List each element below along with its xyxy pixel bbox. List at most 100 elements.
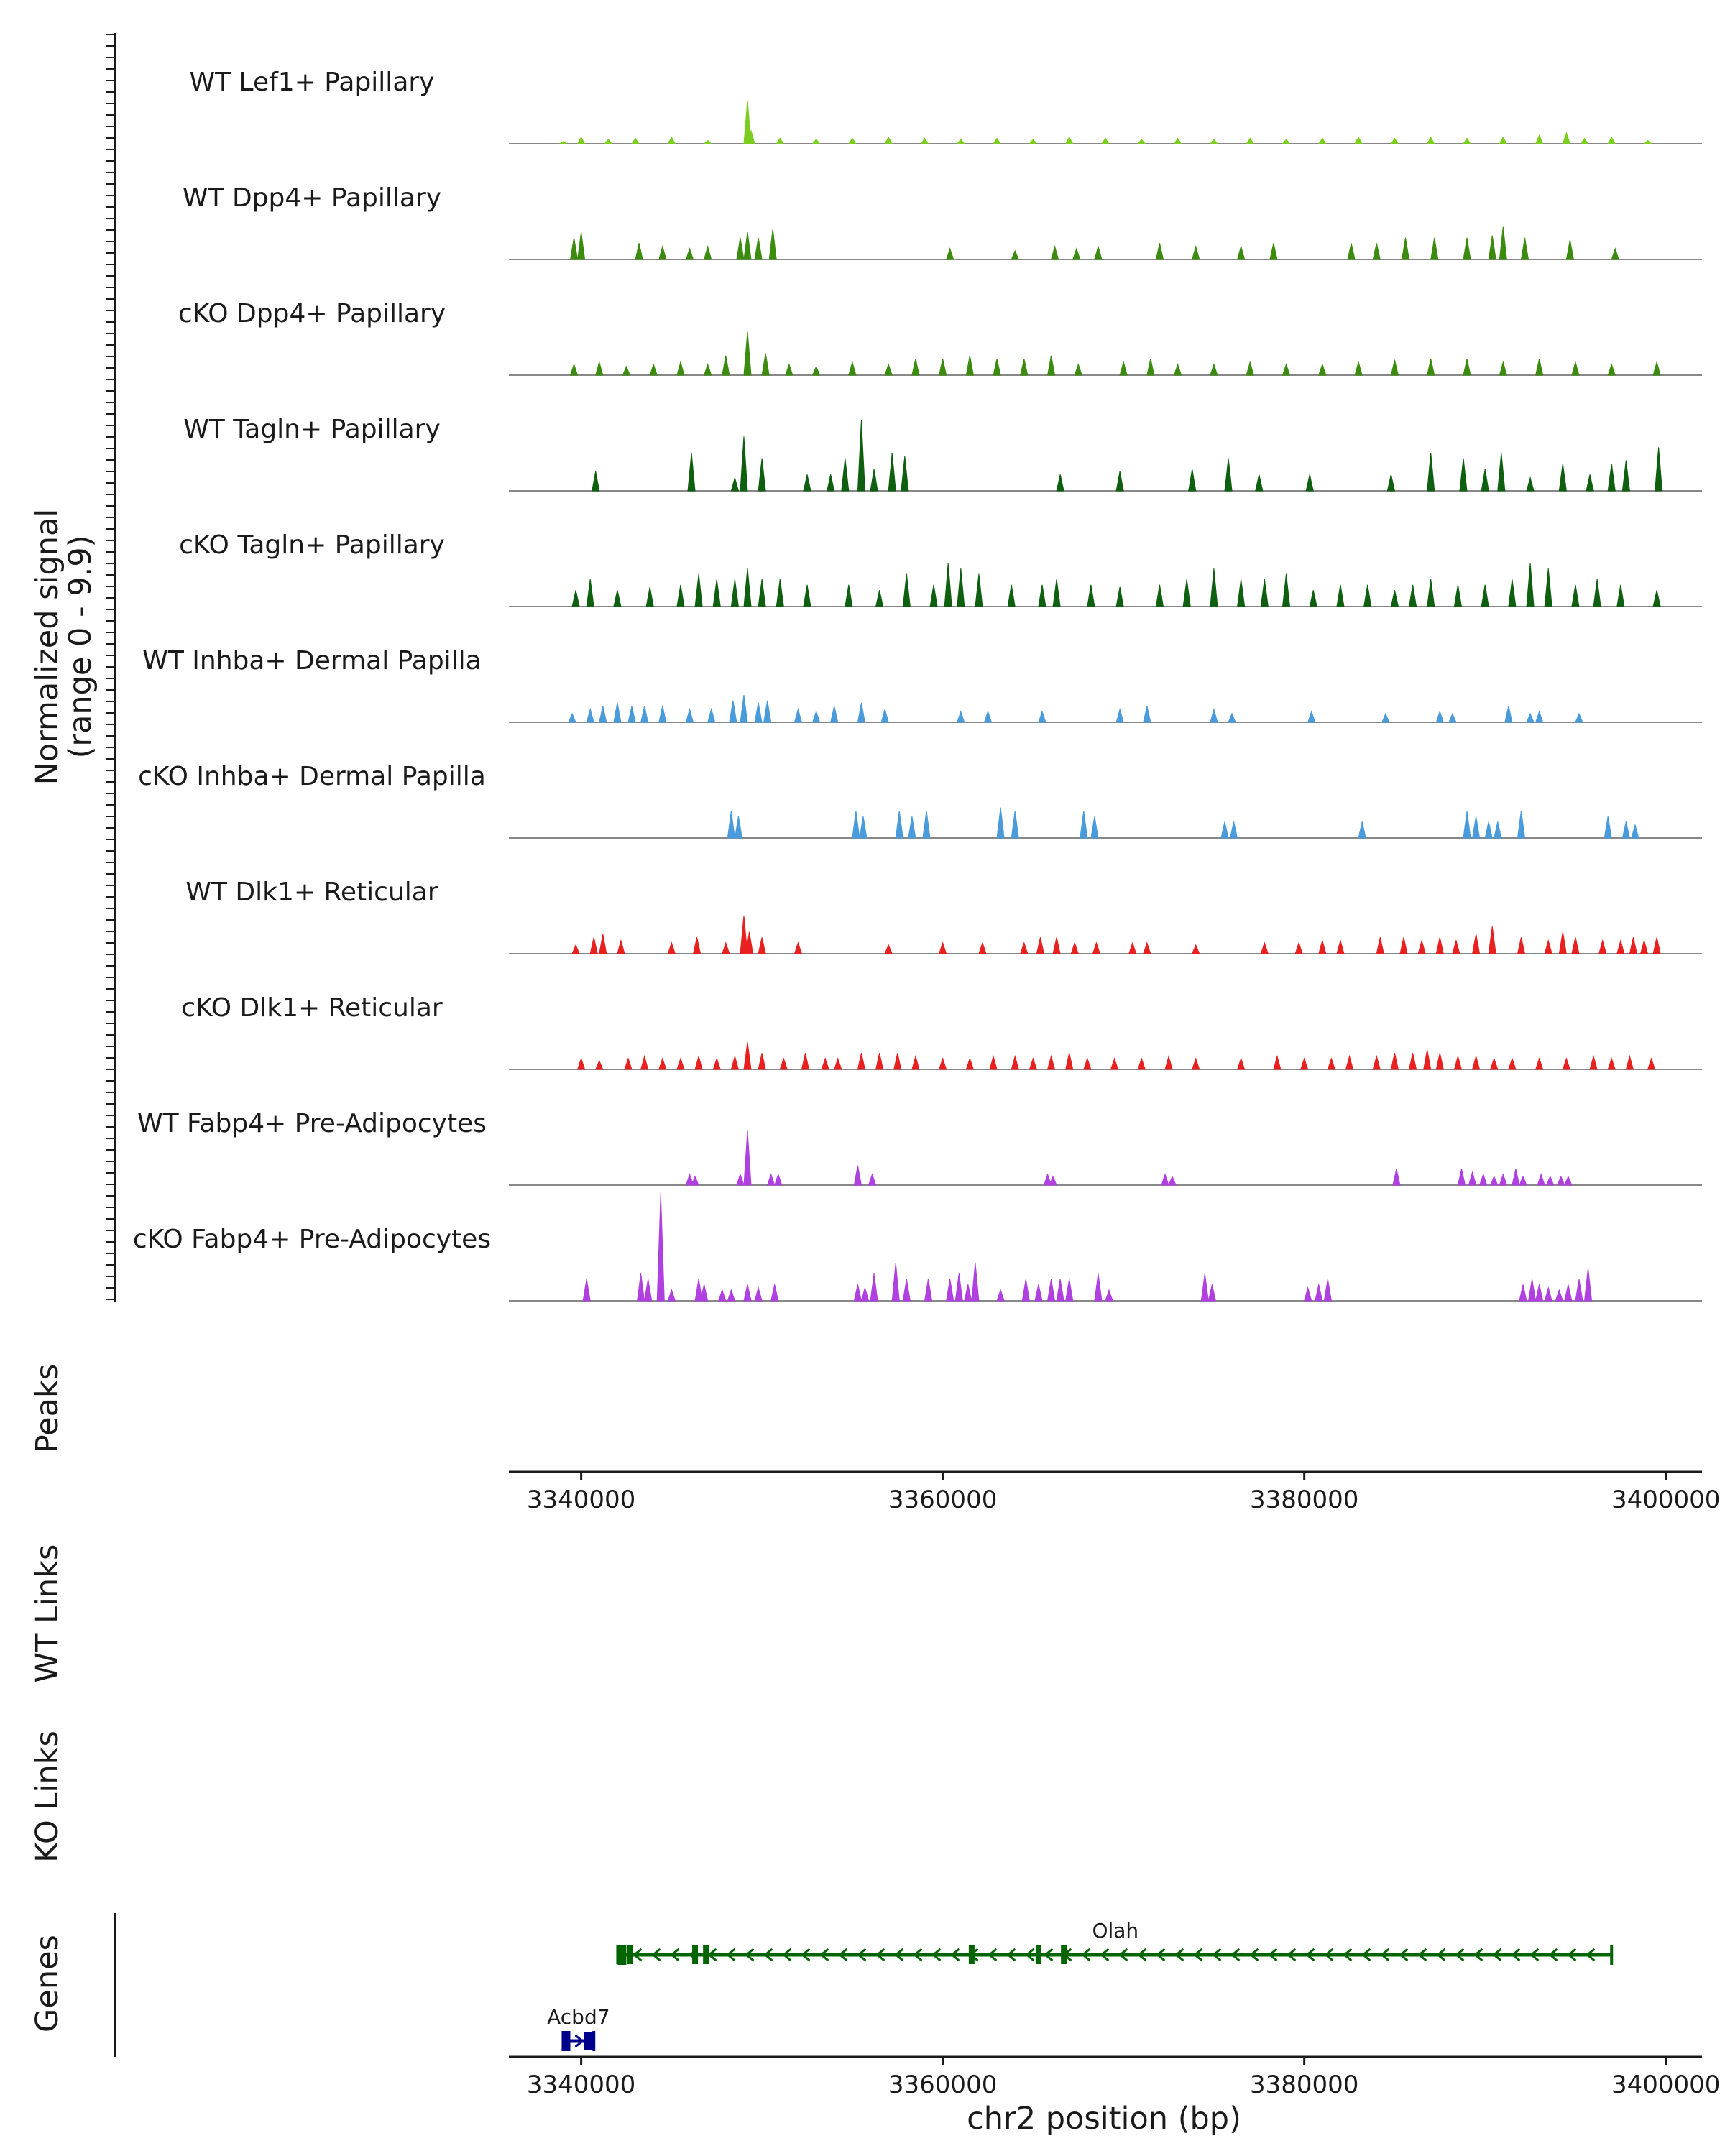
signal-peak [1105, 1289, 1113, 1302]
signal-peak [754, 237, 763, 260]
signal-peak [924, 1279, 933, 1302]
signal-peak [853, 1165, 862, 1186]
signal-peak [589, 937, 598, 954]
signal-peak [730, 476, 740, 492]
signal-peak [747, 129, 755, 144]
signal-peak [1571, 937, 1580, 954]
signal-peak [803, 474, 811, 492]
signal-peak [627, 706, 636, 723]
coverage-track: cKO Dlk1+ Reticular [181, 993, 1702, 1070]
signal-peak [1228, 712, 1236, 723]
signal-peak [1376, 937, 1384, 954]
signal-peak [754, 702, 763, 723]
signal-peak [1282, 363, 1291, 376]
signal-peak [1527, 1279, 1537, 1302]
gene-exon [1061, 1945, 1067, 1964]
signal-peak [676, 360, 685, 376]
signal-peak [707, 707, 716, 723]
signal-peak [1072, 247, 1081, 260]
signal-peak [821, 1057, 829, 1070]
signal-peak [1655, 447, 1663, 492]
wt-links-panel-label: WT Links [29, 1544, 65, 1683]
signal-peak [848, 360, 857, 376]
signal-peak [1468, 1170, 1477, 1186]
strand-arrow [988, 1948, 998, 1962]
signal-peak [1128, 941, 1137, 954]
strand-arrow [1156, 1948, 1166, 1962]
x-tick-label: 3400000 [1611, 2070, 1720, 2099]
signal-peak [1535, 359, 1544, 376]
signal-peak [911, 1054, 920, 1070]
signal-peak [908, 816, 916, 839]
signal-peak [971, 1262, 980, 1302]
signal-peak [1011, 249, 1019, 260]
signal-peak [658, 706, 667, 723]
signal-peak [1101, 137, 1110, 144]
signal-peak [758, 579, 766, 607]
signal-peak [586, 579, 594, 607]
signal-peak [1327, 1057, 1336, 1070]
signal-peak [667, 1289, 676, 1302]
signal-peak [1116, 586, 1124, 607]
strand-arrow [1025, 1948, 1035, 1962]
signal-peak [582, 1279, 591, 1302]
signal-peak [1036, 937, 1045, 954]
signal-peak [811, 710, 821, 723]
gene-exon [627, 1945, 633, 1964]
signal-peak [736, 237, 745, 260]
signal-peak [1544, 1286, 1552, 1302]
signal-peak [845, 584, 853, 607]
signal-peak [1481, 469, 1489, 492]
signal-peak [1586, 474, 1594, 492]
signal-peak [1457, 1169, 1466, 1186]
signal-peak [743, 232, 752, 260]
signal-peak [687, 452, 696, 492]
signal-peak [1345, 1054, 1354, 1070]
x-tick-label: 3380000 [1250, 1485, 1358, 1514]
signal-peak [1616, 939, 1625, 954]
signal-peak [859, 816, 868, 839]
signal-peak [1652, 937, 1661, 954]
signal-peak [893, 1053, 902, 1070]
signal-peak [1520, 237, 1530, 260]
signal-peak [847, 137, 857, 144]
signal-peak [1255, 474, 1264, 492]
signal-peak [1381, 712, 1390, 723]
coverage-track: cKO Dpp4+ Papillary [178, 299, 1702, 376]
signal-peak [1304, 1286, 1312, 1302]
signal-peak [1173, 363, 1182, 376]
signal-peak [767, 1173, 776, 1186]
signal-peak [1537, 1173, 1545, 1186]
signal-peak [1087, 584, 1095, 607]
gene-exon [617, 1945, 627, 1965]
signal-peak [895, 811, 903, 839]
signal-peak [811, 365, 821, 376]
signal-peak [1094, 1273, 1103, 1302]
signal-peak [1307, 710, 1316, 723]
signal-peak [1392, 1169, 1401, 1186]
signal-peak [888, 452, 896, 492]
signal-peak [911, 359, 920, 376]
signal-peak [1427, 452, 1435, 492]
signal-peak [993, 359, 1001, 376]
signal-peak [743, 1130, 752, 1186]
signal-peak [1504, 706, 1513, 723]
signal-peak [1622, 460, 1630, 492]
coverage-tracks: WT Lef1+ Papillary WT Dpp4+ Papillary cKO … [133, 68, 1702, 1302]
signal-peak [743, 1284, 752, 1302]
signal-peak [857, 1053, 866, 1070]
strand-arrow [1436, 1948, 1446, 1962]
signal-peak [691, 1175, 699, 1186]
gene-label: Acbd7 [547, 2005, 610, 2029]
signal-peak [1294, 941, 1303, 954]
signal-peak [727, 811, 735, 839]
signal-peak [1564, 1175, 1573, 1186]
signal-peak [1604, 816, 1612, 839]
signal-peak [712, 579, 721, 607]
signal-peak [938, 941, 947, 954]
signal-peak [645, 586, 654, 607]
coverage-track: cKO Fabp4+ Pre-Adipocytes [133, 1192, 1702, 1302]
signal-peak [743, 1042, 752, 1070]
signal-peak [624, 1057, 632, 1070]
signal-peak [1192, 244, 1200, 260]
